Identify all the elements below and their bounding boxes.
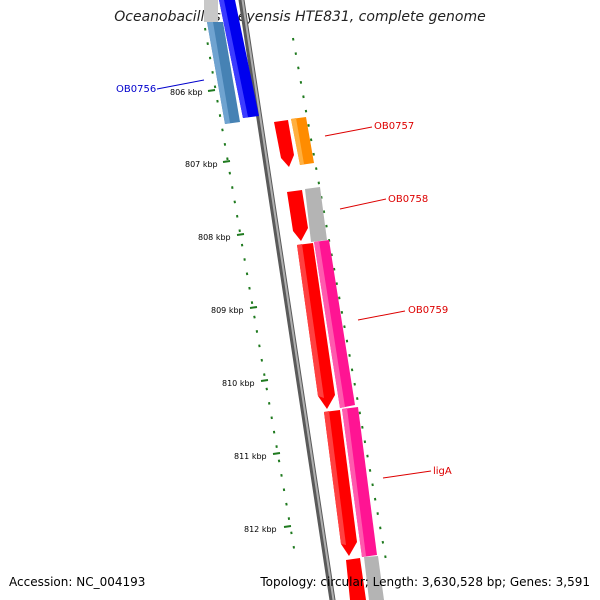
kbp-label-811: 811 kbp [234,452,267,461]
inner-tick-track [204,27,295,549]
kbp-scale-809: 809 kbp [211,306,258,315]
gene-ob0758-red-feature[interactable] [287,190,308,241]
kbp-scale-807: 807 kbp [185,160,231,169]
outer-tick-mark-27 [361,425,364,429]
kbp-scale-806: 806 kbp [170,88,216,97]
kbp-label-809: 809 kbp [211,306,244,315]
inner-tick-mark-4 [213,85,217,89]
kbp-scale-810: 810 kbp [222,379,269,388]
liga-callout-line [382,470,432,479]
outer-tick-mark-4 [302,95,305,99]
gene-label-ob0756[interactable]: OB0756 [116,84,156,95]
outer-tick-mark-35 [381,540,385,544]
kbp-label-810: 810 kbp [222,379,255,388]
inner-tick-mark-12 [233,200,236,204]
gene-label-ob0757[interactable]: OB0757 [374,121,414,132]
outer-tick-mark-2 [297,66,300,70]
gene-ob0759-magenta-highlight [314,241,345,408]
kbp-scale: 806 kbp 807 kbp 808 kbp 809 kbp 810 kbp … [170,88,292,534]
gene-blue-forward-highlight [219,0,248,118]
inner-tick-mark-17 [245,272,249,276]
kbp-tick-812 [283,525,292,528]
gene-liga-red-highlight [324,411,346,545]
gene-label-ob0758[interactable]: OB0758 [388,194,428,205]
kbp-scale-811: 811 kbp [234,452,281,461]
gene-ob0755-light-feature[interactable] [204,0,218,22]
gene-ob0757-orange-highlight [291,118,304,165]
kbp-scale-812: 812 kbp [244,525,292,534]
genome-summary-text: Topology: circular; Length: 3,630,528 bp… [260,575,590,589]
kbp-tick-806 [207,89,216,92]
kbp-tick-810 [260,379,269,382]
gene-ob0756-highlight [207,22,230,124]
kbp-tick-811 [272,452,281,455]
ob0757-callout-line [324,126,373,137]
outer-tick-track [292,37,387,559]
kbp-tick-807 [222,160,231,163]
gene-next-red-feature[interactable] [346,558,366,600]
outer-tick-mark-25 [356,397,359,400]
gene-ob0758-gray-feature[interactable] [305,187,327,242]
gene-label-liga[interactable]: ligA [433,466,452,477]
kbp-tick-808 [236,233,245,236]
kbp-label-812: 812 kbp [244,525,277,534]
gene-next-gray-feature[interactable] [364,556,384,600]
outer-tick-mark-32 [373,497,377,501]
outer-tick-mark-30 [368,469,372,472]
inner-tick-mark-7 [221,128,224,132]
kbp-scale-808: 808 kbp [198,233,245,242]
gene-label-ob0759[interactable]: OB0759 [408,305,448,316]
outer-tick-mark-7 [309,138,313,142]
outer-tick-mark-20 [343,325,346,329]
outer-tick-mark-9 [315,167,318,171]
genome-backbone-highlight [241,0,335,600]
inner-tick-mark-20 [253,315,256,319]
inner-tick-mark-33 [285,502,288,506]
gene-liga-magenta-highlight [342,408,366,557]
kbp-tick-809 [249,306,258,309]
gene-ob0757-red-feature[interactable] [274,120,294,167]
ob0759-callout-line [357,310,406,321]
ob0756-callout-line [156,79,205,90]
ob0758-callout-line [339,198,387,210]
kbp-label-806: 806 kbp [170,88,203,97]
outer-tick-mark-22 [348,354,351,357]
kbp-label-808: 808 kbp [198,233,231,242]
gene-ob0759-red-highlight [297,244,324,398]
inner-tick-mark-30 [277,459,281,463]
outer-tick-mark-12 [322,210,326,214]
inner-tick-mark-25 [265,387,268,391]
gene-callouts: OB0756 OB0757 OB0758 OB0759 ligA [116,79,452,479]
outer-tick-mark-17 [335,282,338,286]
kbp-label-807: 807 kbp [185,160,218,169]
accession-text: Accession: NC_004193 [9,575,146,589]
outer-tick-mark-15 [330,253,333,257]
